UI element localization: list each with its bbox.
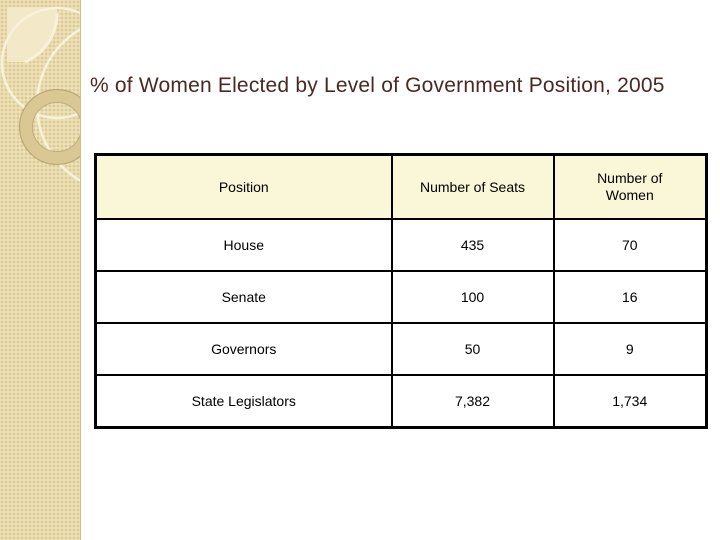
column-header-number-of-seats: Number of Seats bbox=[390, 153, 555, 220]
cell-women: 70 bbox=[552, 218, 708, 272]
decor-quarter-arc bbox=[24, 12, 59, 64]
decor-ring-outer-edge bbox=[18, 88, 80, 166]
cell-seats: 50 bbox=[390, 322, 555, 376]
table-row: State Legislators 7,382 1,734 bbox=[94, 374, 708, 429]
cell-women: 1,734 bbox=[552, 374, 708, 429]
decor-quarter-panel bbox=[7, 7, 58, 62]
table-row: Governors 50 9 bbox=[94, 322, 708, 376]
data-table: Position Number of Seats Number of Women… bbox=[94, 153, 708, 429]
sidebar-decor-graphics bbox=[0, 6, 80, 183]
cell-women: 9 bbox=[552, 322, 708, 376]
column-header-number-of-women: Number of Women bbox=[552, 153, 708, 220]
cell-position: State Legislators bbox=[94, 374, 393, 429]
page-title: % of Women Elected by Level of Governmen… bbox=[90, 74, 665, 97]
cell-position: Governors bbox=[94, 322, 393, 376]
decor-ring bbox=[19, 89, 80, 165]
data-table-container: Position Number of Seats Number of Women… bbox=[94, 153, 708, 429]
decor-circle-outline-1 bbox=[0, 6, 80, 120]
sidebar-decoration bbox=[0, 0, 81, 540]
cell-position: House bbox=[94, 218, 393, 272]
cell-women: 16 bbox=[552, 270, 708, 324]
table-row: House 435 70 bbox=[94, 218, 708, 272]
table-row: Senate 100 16 bbox=[94, 270, 708, 324]
column-header-position: Position bbox=[94, 153, 393, 220]
cell-seats: 7,382 bbox=[390, 374, 555, 429]
column-header-number-of-women-label: Number of Women bbox=[597, 170, 663, 203]
decor-ring-inner-edge bbox=[32, 102, 80, 152]
cell-seats: 435 bbox=[390, 218, 555, 272]
cell-position: Senate bbox=[94, 270, 393, 324]
table-header-row: Position Number of Seats Number of Women bbox=[94, 153, 708, 220]
cell-seats: 100 bbox=[390, 270, 555, 324]
